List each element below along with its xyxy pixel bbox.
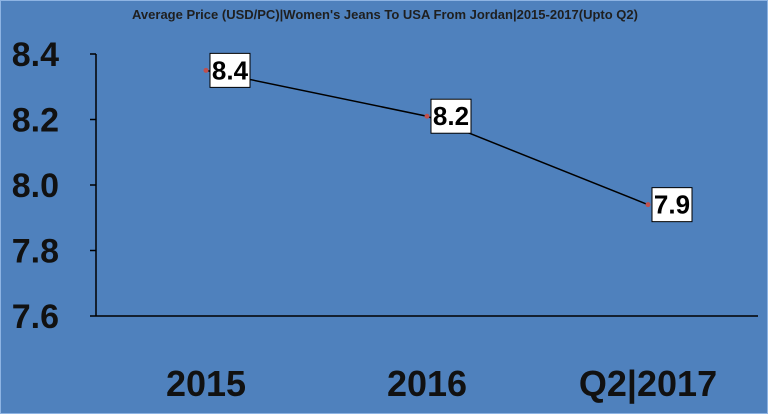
x-tick-label: Q2|2017 <box>579 363 717 405</box>
y-tick-label: 8.2 <box>12 102 59 140</box>
chart-title: Average Price (USD/PC)|Women's Jeans To … <box>132 7 638 22</box>
y-tick-label: 7.6 <box>12 298 59 336</box>
y-tick-label: 7.8 <box>12 233 59 271</box>
data-label: 8.4 <box>209 52 251 88</box>
data-label-box <box>430 98 472 134</box>
y-tick-label: 8.0 <box>12 167 59 205</box>
data-label-text: 8.2 <box>433 101 469 131</box>
data-label-box <box>651 187 693 223</box>
data-label: 7.9 <box>651 187 693 223</box>
y-tick-label: 8.4 <box>12 36 59 74</box>
data-point <box>645 202 651 208</box>
data-point <box>424 113 430 119</box>
x-tick-label: 2015 <box>166 363 246 404</box>
data-label: 8.2 <box>430 98 472 134</box>
data-label-box <box>209 52 251 88</box>
data-label-text: 7.9 <box>654 190 690 220</box>
series-line <box>205 69 649 206</box>
data-point <box>203 67 209 73</box>
data-label-text: 8.4 <box>212 55 249 85</box>
x-tick-label: 2016 <box>387 363 467 404</box>
